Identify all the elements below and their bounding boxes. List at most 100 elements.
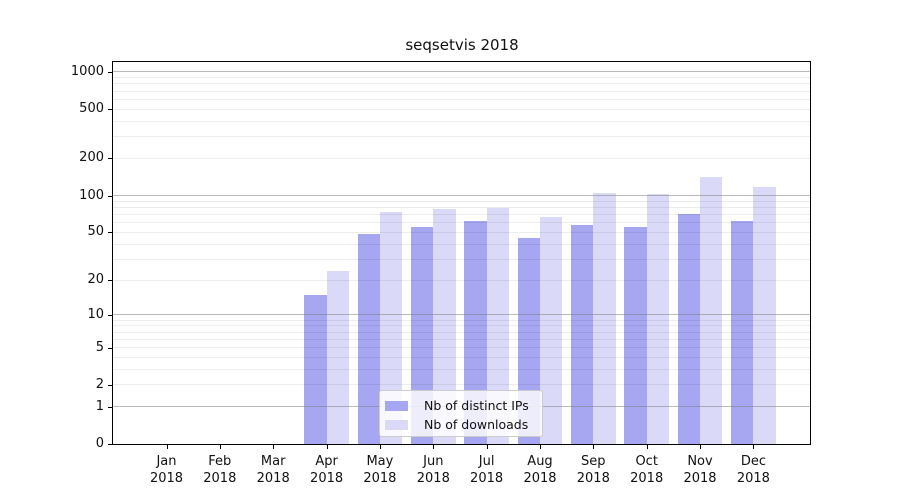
bar-ips-oct [624, 227, 647, 444]
gridline-900 [113, 77, 810, 79]
y-tick-mark-1 [108, 406, 112, 408]
x-tick-month: Feb [208, 454, 232, 469]
bar-ips-nov [677, 214, 700, 444]
x-tick-label-mar: Mar 2018 [243, 453, 303, 487]
y-tick-label-200: 200 [79, 150, 104, 166]
x-tick-month: Nov [687, 454, 713, 469]
gridline-30 [113, 258, 810, 260]
y-tick-mark-0 [108, 444, 112, 445]
x-tick-year: 2018 [736, 471, 770, 486]
x-tick-month: Apr [315, 454, 338, 469]
x-tick-label-feb: Feb 2018 [190, 453, 250, 487]
x-tick-month: May [366, 454, 394, 469]
x-tick-month: Dec [740, 454, 766, 469]
gridline-8 [113, 325, 810, 327]
bar-ips-jul [464, 220, 487, 444]
y-tick-mark-10 [108, 314, 112, 316]
gridline-5 [113, 347, 810, 348]
legend-row-distinct-ips: Nb of distinct IPs [380, 396, 542, 415]
x-tick-year: 2018 [310, 471, 344, 486]
x-tick-mark-jul [486, 445, 488, 449]
legend-row-downloads: Nb of downloads [380, 415, 542, 434]
x-tick-label-aug: Aug 2018 [510, 453, 570, 487]
y-tick-mark-5 [108, 347, 112, 349]
bar-downloads-may [379, 211, 403, 444]
legend-swatch-distinct-ips [385, 400, 408, 411]
plot-area [112, 61, 811, 445]
y-tick-label-100: 100 [79, 187, 104, 203]
gridline-10 [113, 314, 810, 316]
y-tick-label-500: 500 [79, 101, 104, 117]
x-tick-year: 2018 [523, 471, 557, 486]
x-tick-month: Jul [478, 454, 495, 469]
x-tick-year: 2018 [416, 471, 450, 486]
y-tick-label-1: 1 [95, 398, 104, 414]
x-tick-label-may: May 2018 [350, 453, 410, 487]
gridline-7 [113, 331, 810, 333]
gridline-400 [113, 120, 810, 122]
bar-downloads-aug [539, 216, 563, 444]
x-tick-month: Mar [260, 454, 286, 469]
gridline-2 [113, 384, 810, 386]
y-tick-mark-20 [108, 280, 112, 281]
bar-downloads-oct [646, 193, 669, 444]
x-tick-mark-mar [273, 445, 275, 449]
x-tick-label-dec: Dec 2018 [723, 453, 783, 487]
legend-label-distinct-ips: Nb of distinct IPs [424, 398, 529, 413]
gridline-3 [113, 368, 810, 370]
x-tick-mark-aug [540, 445, 541, 449]
y-tick-mark-1000 [108, 71, 112, 73]
chart-title: seqsetvis 2018 [405, 36, 519, 54]
gridline-20 [113, 279, 810, 281]
bar-ips-sep [571, 225, 594, 444]
gridline-90 [113, 200, 810, 202]
x-tick-mark-feb [219, 445, 221, 449]
y-tick-label-20: 20 [87, 272, 104, 287]
x-tick-label-nov: Nov 2018 [670, 453, 730, 487]
x-tick-year: 2018 [203, 471, 237, 486]
x-tick-month: Jun [423, 454, 444, 469]
x-tick-year: 2018 [683, 471, 717, 486]
y-tick-label-1000: 1000 [70, 63, 104, 79]
x-tick-month: Jan [156, 454, 177, 469]
gridline-700 [113, 90, 810, 92]
bar-ips-may [357, 234, 380, 444]
x-tick-year: 2018 [470, 471, 504, 486]
x-tick-label-jun: Jun 2018 [403, 453, 463, 487]
x-tick-label-oct: Oct 2018 [617, 453, 677, 487]
bar-downloads-apr [326, 270, 349, 444]
bar-downloads-jun [433, 209, 456, 444]
x-tick-mark-apr [326, 445, 328, 449]
y-tick-label-10: 10 [87, 306, 104, 322]
gridline-600 [113, 98, 810, 100]
x-tick-label-jan: Jan 2018 [137, 453, 197, 487]
x-tick-year: 2018 [576, 471, 610, 486]
x-tick-year: 2018 [149, 471, 184, 486]
gridline-500 [113, 108, 810, 110]
x-tick-label-jul: Jul 2018 [457, 453, 517, 487]
gridline-60 [113, 222, 810, 224]
x-tick-month: Oct [635, 454, 658, 469]
gridline-300 [113, 136, 810, 138]
gridline-800 [113, 83, 810, 85]
bar-ips-jun [410, 227, 434, 444]
x-tick-mark-jan [166, 445, 168, 449]
y-tick-mark-200 [108, 158, 112, 160]
y-tick-mark-2 [108, 384, 112, 386]
x-tick-mark-sep [593, 445, 595, 449]
gridline-80 [113, 206, 810, 208]
x-tick-month: Aug [527, 454, 553, 469]
legend-label-downloads: Nb of downloads [424, 417, 529, 432]
bar-downloads-jul [486, 208, 509, 444]
x-tick-year: 2018 [363, 471, 397, 486]
gridline-1000 [113, 71, 810, 73]
x-tick-mark-nov [700, 445, 701, 449]
legend: Nb of distinct IPs Nb of downloads [379, 390, 543, 437]
x-tick-month: Sep [581, 454, 606, 469]
gridline-6 [113, 338, 810, 340]
gridline-200 [113, 157, 810, 159]
y-tick-mark-500 [108, 109, 112, 111]
gridline-50 [113, 231, 810, 233]
x-tick-mark-oct [646, 445, 648, 449]
